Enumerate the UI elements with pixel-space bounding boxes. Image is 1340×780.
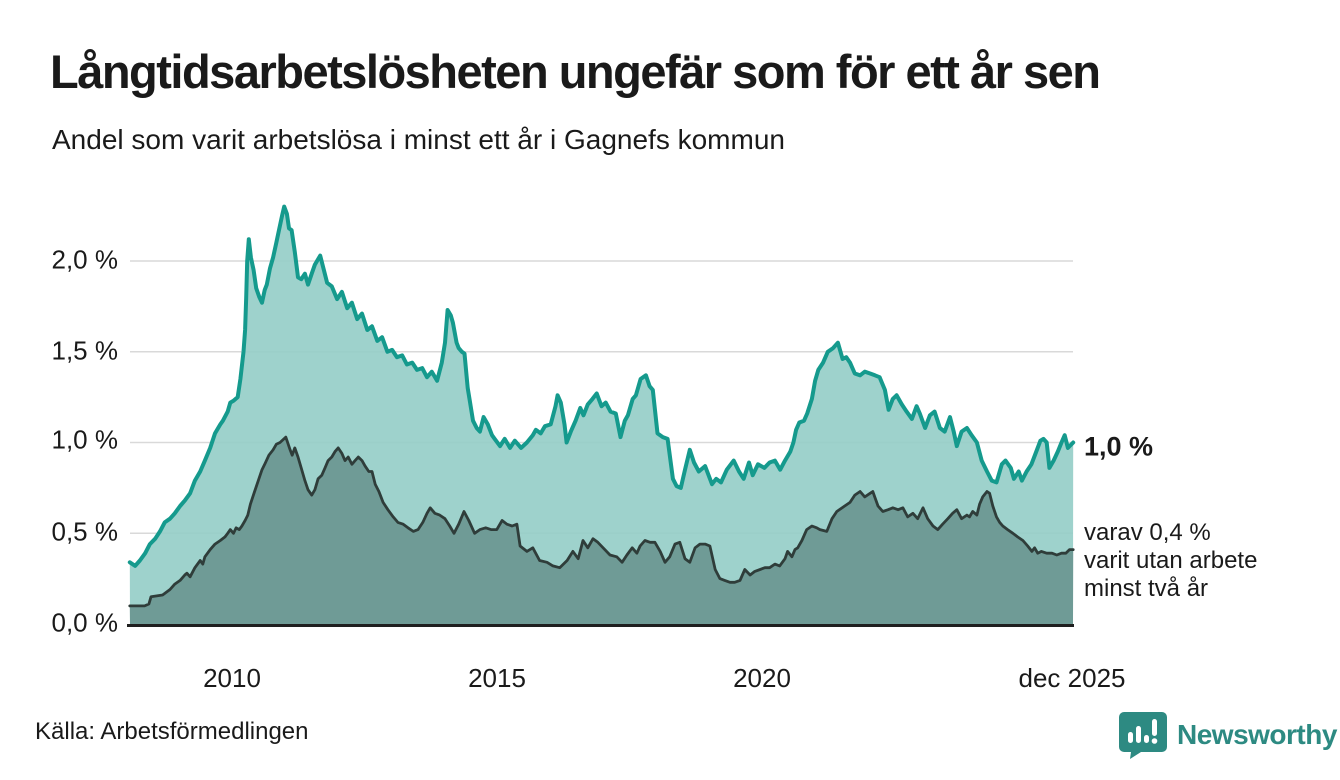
area-series-2: [129, 437, 1074, 624]
y-tick-1_0: 1,0 %: [51, 424, 119, 455]
x-tick-2010: 2010: [203, 663, 261, 693]
source-credit: Källa: Arbetsförmedlingen: [35, 718, 309, 745]
series2-annotation-line3: minst två år: [1084, 575, 1209, 602]
x-tick-dec-2025: dec 2025: [1018, 663, 1126, 693]
series2-annotation-line2: varit utan arbete: [1084, 547, 1258, 574]
line-series-2: [128, 435, 1075, 608]
y-tick-2_0: 2,0 %: [51, 244, 119, 275]
x-tick-2020: 2020: [733, 663, 791, 693]
newsworthy-branding: Newsworthy: [1117, 710, 1337, 760]
y-tick-1_5: 1,5 %: [51, 335, 119, 366]
page-title: Långtidsarbetslösheten ungefär som för e…: [50, 45, 1101, 98]
y-tick-0_5: 0,5 %: [51, 516, 119, 547]
newsworthy-logo-icon: [1119, 712, 1167, 759]
x-tick-2015: 2015: [468, 663, 526, 693]
newsworthy-brand-name: Newsworthy: [1177, 719, 1337, 750]
y-tick-0: 0,0 %: [51, 607, 119, 638]
series1-end-value-label: 1,0 %: [1084, 431, 1154, 462]
line-series-1: [127, 204, 1076, 568]
series2-end-annotation: varav 0,4 % varit utan arbete minst två …: [1084, 519, 1257, 603]
series2-annotation-line1: varav 0,4 %: [1084, 519, 1211, 546]
page-subtitle: Andel som varit arbetslösa i minst ett å…: [52, 124, 785, 155]
